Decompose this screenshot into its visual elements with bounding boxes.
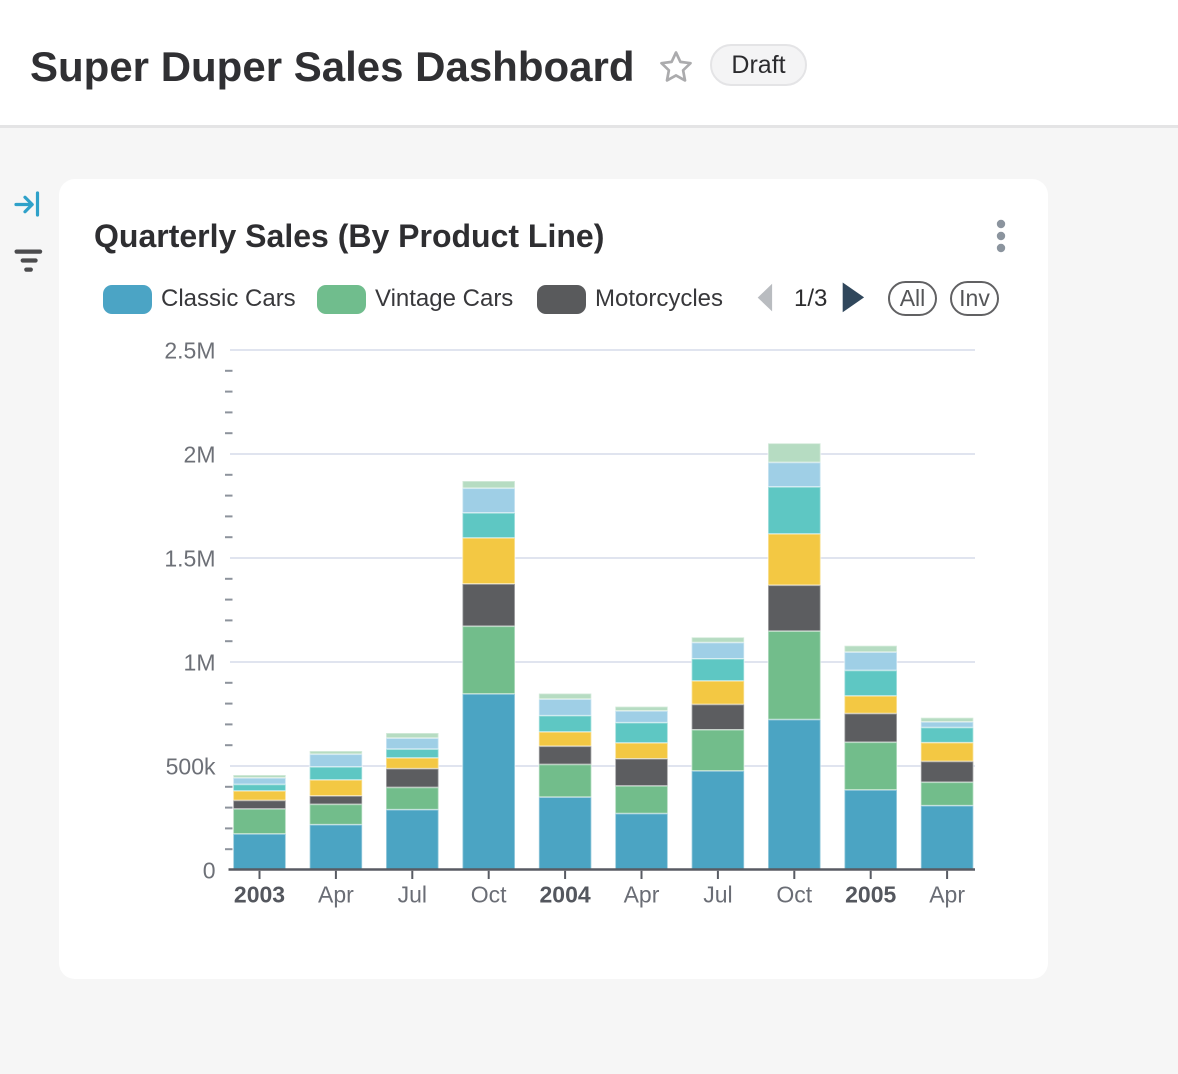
svg-text:2003: 2003	[234, 882, 285, 908]
svg-text:2005: 2005	[845, 882, 896, 908]
svg-text:1M: 1M	[184, 649, 216, 675]
svg-text:Apr: Apr	[929, 882, 965, 908]
svg-text:2M: 2M	[184, 441, 216, 467]
svg-text:Jul: Jul	[398, 882, 427, 908]
svg-text:Oct: Oct	[471, 882, 507, 908]
svg-text:0: 0	[203, 857, 216, 883]
svg-text:500k: 500k	[166, 753, 216, 779]
svg-text:Oct: Oct	[776, 882, 812, 908]
svg-text:Apr: Apr	[624, 882, 660, 908]
svg-text:1.5M: 1.5M	[164, 545, 215, 571]
svg-text:Jul: Jul	[703, 882, 732, 908]
svg-text:2.5M: 2.5M	[164, 337, 215, 363]
svg-text:2004: 2004	[540, 882, 591, 908]
svg-text:Apr: Apr	[318, 882, 354, 908]
